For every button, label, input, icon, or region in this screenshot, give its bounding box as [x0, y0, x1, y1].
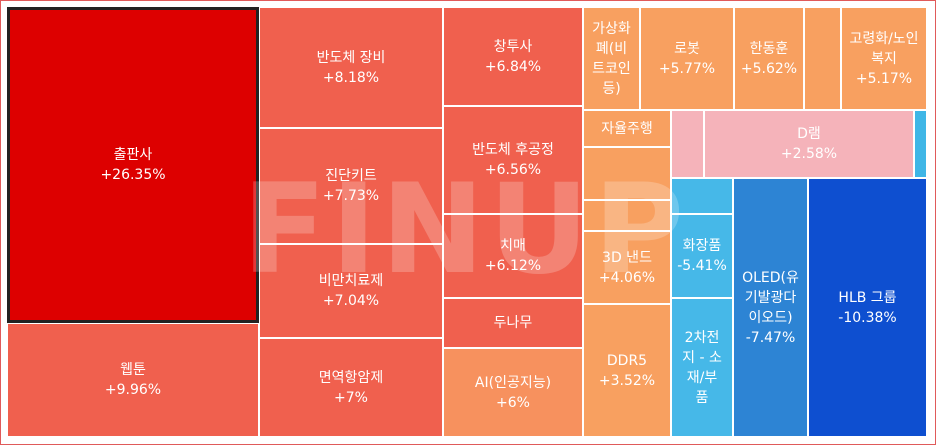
tile-value: +7%: [334, 389, 368, 406]
tile-19-3d[interactable]: 3D 낸드 +4.06%: [583, 231, 671, 304]
tile-value: +6%: [496, 394, 530, 411]
tile-value: +7.73%: [322, 188, 380, 204]
tile-label: 면역항암제: [318, 369, 384, 386]
tile-value: -5.41%: [677, 258, 727, 274]
tile-14[interactable]: [804, 7, 841, 110]
tile-label: 진단키트: [325, 168, 377, 184]
tile-7[interactable]: 반도체 후공정 +6.56%: [443, 106, 583, 214]
tile-value: -10.38%: [838, 309, 897, 326]
tile-26-2[interactable]: 2차전 지 - 소 재/부 품: [671, 298, 733, 437]
tile-20-ddr5[interactable]: DDR5 +3.52%: [583, 304, 671, 437]
tile-label: 반도체 장비: [316, 49, 386, 66]
tile-label: 두나무: [493, 315, 533, 331]
tile-label: D램: [797, 126, 821, 142]
tile-label: OLED(유 기발광다 이오드): [742, 269, 799, 326]
tile-label: 한동훈: [749, 40, 789, 57]
tile-1[interactable]: 웹툰 +9.96%: [7, 323, 259, 437]
tile-3[interactable]: 진단키트 +7.73%: [259, 128, 443, 244]
tile-value: +4.06%: [598, 269, 656, 286]
tile-value: +9.96%: [104, 382, 162, 398]
tile-value: +3.52%: [598, 372, 656, 389]
tile-value: +6.12%: [484, 258, 542, 274]
tile-21[interactable]: [671, 110, 704, 178]
tile-8[interactable]: 치매 +6.12%: [443, 214, 583, 298]
tile-label: 화장품: [682, 238, 722, 254]
tile-22-d[interactable]: D램 +2.58%: [704, 110, 914, 178]
tile-0[interactable]: 출판사 +26.35%: [7, 7, 259, 323]
tile-4[interactable]: 비만치료제 +7.04%: [259, 244, 443, 338]
tile-label: 고령화/노인 복지: [849, 30, 919, 67]
tile-value: +6.56%: [484, 162, 542, 178]
tile-value: -7.47%: [745, 329, 796, 346]
tile-5[interactable]: 면역항암제 +7%: [259, 338, 443, 437]
tile-label: 3D 낸드: [602, 249, 652, 266]
tile-9[interactable]: 두나무: [443, 298, 583, 348]
tile-label: 자율주행: [601, 120, 653, 137]
tile-label: 창투사: [493, 38, 533, 55]
tile-6[interactable]: 창투사 +6.84%: [443, 7, 583, 106]
tile-28-hlb[interactable]: HLB 그룹 -10.38%: [808, 178, 927, 437]
tile-11[interactable]: 가상화 폐(비 트코인 등): [583, 7, 640, 110]
tile-label: 로봇: [674, 40, 700, 57]
tile-label: DDR5: [606, 352, 648, 369]
tile-value: +5.17%: [855, 70, 913, 87]
tile-27-oled[interactable]: OLED(유 기발광다 이오드) -7.47%: [733, 178, 808, 437]
tile-15[interactable]: 고령화/노인 복지 +5.17%: [841, 7, 927, 110]
tile-13[interactable]: 한동훈 +5.62%: [734, 7, 804, 110]
tile-23[interactable]: [914, 110, 927, 178]
tile-17[interactable]: [583, 147, 671, 200]
tile-25[interactable]: 화장품 -5.41%: [671, 214, 733, 298]
tile-value: +7.04%: [322, 293, 380, 309]
tile-label: 2차전 지 - 소 재/부 품: [682, 329, 722, 406]
tile-16[interactable]: 자율주행: [583, 110, 671, 147]
tile-24[interactable]: [671, 178, 733, 214]
tile-value: +26.35%: [100, 167, 166, 183]
tile-2[interactable]: 반도체 장비 +8.18%: [259, 7, 443, 128]
tile-label: 가상화 폐(비 트코인 등): [592, 20, 631, 97]
tile-value: +5.62%: [740, 60, 798, 77]
tile-12[interactable]: 로봇 +5.77%: [640, 7, 734, 110]
tile-value: +5.77%: [658, 60, 716, 77]
tile-label: AI(인공지능): [474, 374, 552, 391]
tile-18[interactable]: [583, 200, 671, 231]
tile-label: 웹툰: [120, 362, 146, 378]
tile-label: 반도체 후공정: [472, 142, 554, 158]
tile-value: +8.18%: [322, 69, 380, 86]
tile-10-ai[interactable]: AI(인공지능) +6%: [443, 348, 583, 437]
tile-value: +2.58%: [780, 146, 838, 162]
tile-label: 치매: [500, 238, 526, 254]
tile-value: +6.84%: [484, 58, 542, 75]
tile-label: 비만치료제: [318, 273, 384, 289]
tile-label: HLB 그룹: [838, 289, 897, 306]
tile-label: 출판사: [113, 147, 153, 163]
